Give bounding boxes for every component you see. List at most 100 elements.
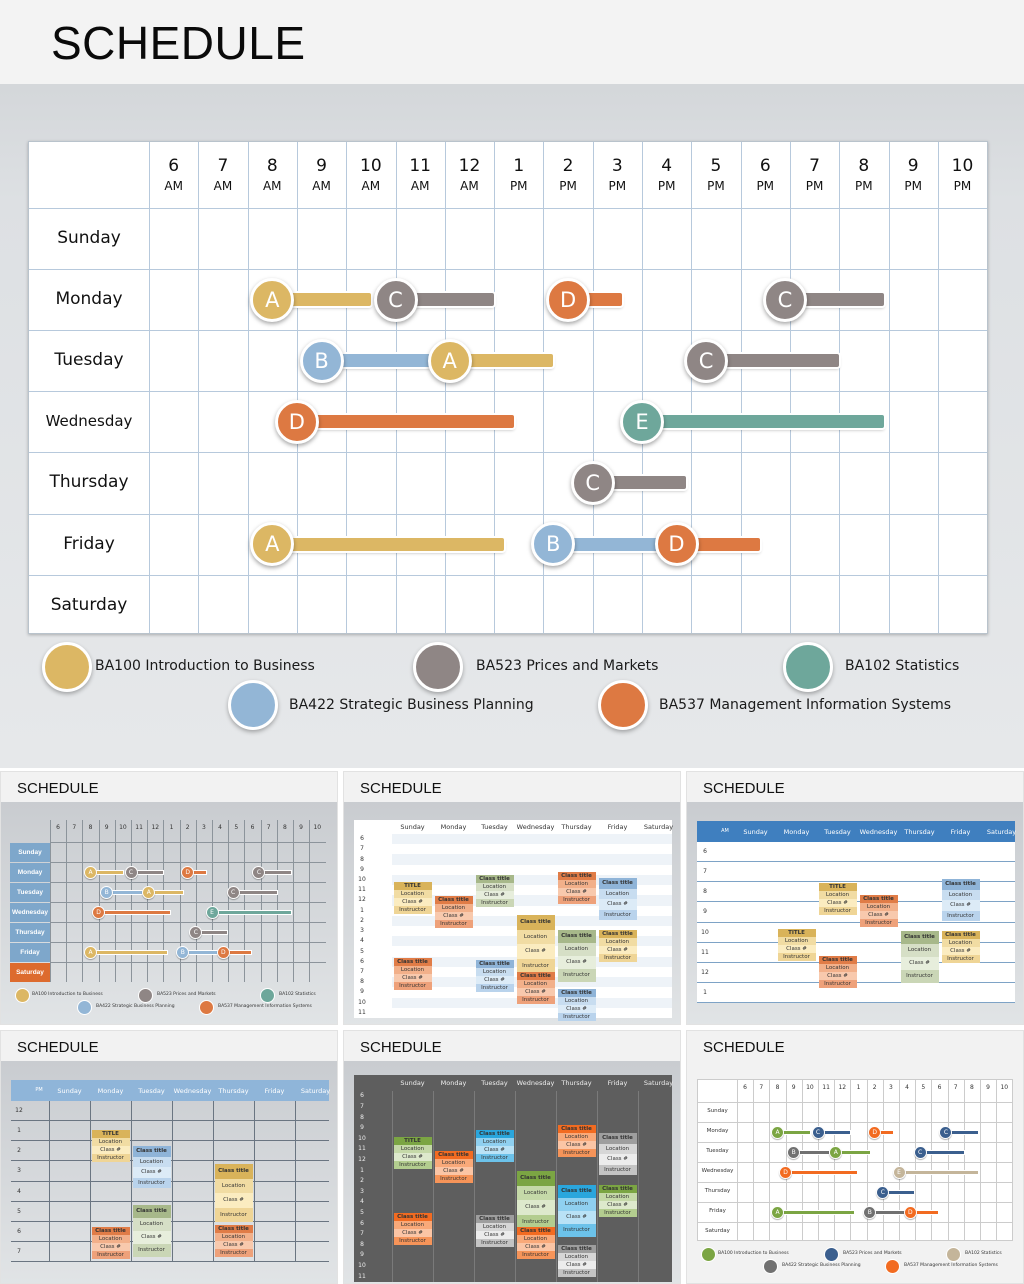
- event-marker-d[interactable]: D: [546, 277, 591, 322]
- event-bar[interactable]: [642, 415, 884, 429]
- event-bar[interactable]: [449, 354, 554, 368]
- grid-line: [149, 142, 150, 633]
- event-bar[interactable]: [272, 293, 371, 307]
- event-bar[interactable]: [321, 354, 430, 368]
- class-card[interactable]: Class title Location Class # Instructor: [598, 1185, 637, 1217]
- thumbnail-weekly-dark[interactable]: SCHEDULE Sunday Monday Tuesday Wednesday Thu…: [343, 1030, 681, 1284]
- class-card[interactable]: Class title Location Class # Instructor: [557, 1185, 596, 1237]
- event-marker-a[interactable]: A: [427, 338, 472, 383]
- class-card[interactable]: TITLE Location Class # Instructor: [393, 1137, 432, 1169]
- hour-number: 5: [710, 156, 722, 176]
- event-bar[interactable]: [553, 537, 662, 551]
- class-card[interactable]: Class title Location Class # Instructor: [859, 895, 898, 927]
- event-marker-d: D: [779, 1165, 793, 1179]
- class-card[interactable]: Class title Location Class # Instructor: [941, 931, 980, 963]
- event-bar[interactable]: [706, 354, 840, 368]
- thumbnail-body: 6 7 8 9 10 11 12 1 2 3 4 5 6 7 8 9 10 Sunday Monday Tuesday…: [687, 1061, 1023, 1283]
- card-title: Class title: [941, 879, 980, 890]
- grid-line: [29, 391, 987, 393]
- event-marker-a: A: [771, 1125, 784, 1139]
- grid-line: [834, 1080, 836, 1240]
- event-marker-c[interactable]: C: [684, 338, 729, 383]
- event-bar[interactable]: [784, 293, 884, 307]
- thumbnail-timeline-alt[interactable]: SCHEDULE 6 7 8 9 10 11 12 1 2 3 4 5 6 7 8 9 10 Sunday Mond…: [686, 1030, 1024, 1284]
- class-card[interactable]: TITLE Location Class # Instructor: [818, 883, 857, 915]
- day-header-wednesday: Wednesday: [859, 827, 898, 836]
- hour-number: 12: [458, 156, 481, 176]
- thumbnail-weekly-cards-light[interactable]: SCHEDULE Sunday Monday Tuesday Wednesday Thu…: [343, 771, 681, 1025]
- event-marker-c: C: [226, 885, 240, 899]
- grid-line: [293, 820, 294, 982]
- day-label-monday: Monday: [10, 863, 50, 882]
- event-marker-a[interactable]: A: [250, 522, 295, 567]
- grid-line: [818, 1080, 819, 1240]
- event-marker-c[interactable]: C: [570, 460, 615, 505]
- grid-line: [346, 142, 348, 633]
- hour-label: 3: [17, 1167, 21, 1175]
- event-bar[interactable]: [395, 293, 495, 307]
- class-card[interactable]: Class title Location Class # Instructor: [214, 1164, 253, 1222]
- class-card[interactable]: Class title Location Class # Instructor: [941, 879, 980, 921]
- class-card[interactable]: Class title Location Class # Instructor: [516, 915, 555, 973]
- event-marker-b[interactable]: B: [531, 522, 576, 567]
- hour-number: 10: [360, 156, 382, 176]
- thumbnail-timeline-blue[interactable]: SCHEDULE 6 7 8 9 10 11 12 1 2 3 4 5 6 7 8 9 10 A C D C B A C D E C…: [0, 771, 338, 1025]
- class-card[interactable]: Class title Location Class # Instructor: [393, 1213, 432, 1245]
- hour-header: 5 PM: [691, 142, 740, 208]
- event-marker-d[interactable]: D: [654, 522, 699, 567]
- grid-line: [698, 1162, 1012, 1163]
- event-bar[interactable]: [296, 415, 514, 429]
- class-card[interactable]: Class title Location Class # Instructor: [393, 958, 432, 990]
- thumbnail-weekly-am[interactable]: SCHEDULE AM Sunday Monday Tuesday Wednesday T…: [686, 771, 1024, 1025]
- class-card[interactable]: Class title Location Class # Instructor: [214, 1225, 253, 1257]
- event-marker-c[interactable]: C: [373, 277, 418, 322]
- class-card[interactable]: Class title Location Class # Instructor: [516, 1227, 555, 1259]
- class-card[interactable]: Class title Location Class # Instructor: [132, 1146, 171, 1188]
- day-header-sunday: Sunday: [400, 823, 425, 831]
- grid-line: [11, 1120, 329, 1122]
- day-header-friday: Friday: [950, 827, 971, 836]
- class-card[interactable]: Class title Location Class # Instructor: [818, 956, 857, 988]
- class-card[interactable]: TITLE Location Class # Instructor: [777, 929, 816, 961]
- grid-line: [543, 142, 545, 633]
- class-card[interactable]: Class title Location Class # Instructor: [132, 1205, 171, 1257]
- class-card[interactable]: Class title Location Class # Instructor: [557, 872, 596, 904]
- day-header-thursday: Thursday: [218, 1086, 249, 1095]
- card-title: Class title: [393, 1213, 432, 1221]
- class-card[interactable]: Class title Location Class # Instructor: [557, 989, 596, 1021]
- event-marker-c[interactable]: C: [762, 277, 807, 322]
- class-card[interactable]: TITLE Location Class # Instructor: [393, 882, 432, 914]
- class-card[interactable]: Class title Location Class # Instructor: [516, 972, 555, 1004]
- class-card[interactable]: Class title Location Class # Instructor: [475, 960, 514, 992]
- event-marker-b[interactable]: B: [299, 338, 344, 383]
- card-field: Location: [598, 1193, 637, 1201]
- class-card[interactable]: Class title Location Class # Instructor: [434, 1151, 473, 1183]
- event-marker-a[interactable]: A: [250, 277, 295, 322]
- class-card[interactable]: Class title Location Class # Instructor: [434, 896, 473, 928]
- event-marker-d[interactable]: D: [274, 399, 319, 444]
- class-card[interactable]: Class title Location Class # Instructor: [598, 878, 637, 920]
- class-card[interactable]: Class title Location Class # Instructor: [557, 930, 596, 982]
- thumbnail-weekly-pm[interactable]: SCHEDULE PM Sunday Monday Tuesday Wednesday T…: [0, 1030, 338, 1284]
- day-header-tuesday: Tuesday: [481, 823, 508, 831]
- class-card[interactable]: Class title Location Class # Instructor: [900, 931, 939, 983]
- event-bar[interactable]: [272, 537, 504, 551]
- class-card[interactable]: TITLE Location Class # Instructor: [91, 1130, 130, 1162]
- class-card[interactable]: Class title Location Class # Instructor: [598, 930, 637, 962]
- class-card[interactable]: Class title Location Class # Instructor: [557, 1125, 596, 1157]
- event-marker-e[interactable]: E: [620, 399, 664, 444]
- class-card[interactable]: Class title Location Class # Instructor: [475, 1215, 514, 1247]
- class-card[interactable]: Class title Location Class # Instructor: [557, 1245, 596, 1277]
- event-marker-c: C: [876, 1185, 890, 1199]
- class-card[interactable]: Class title Location Class # Instructor: [475, 1130, 514, 1162]
- day-label-tuesday: Tuesday: [706, 1148, 729, 1154]
- class-card[interactable]: Class title Location Class # Instructor: [516, 1171, 555, 1229]
- hour-header: 10 AM: [346, 142, 395, 208]
- class-card[interactable]: Class title Location Class # Instructor: [475, 875, 514, 907]
- hour-label: 11: [358, 1008, 366, 1016]
- class-card[interactable]: Class title Location Class # Instructor: [91, 1227, 130, 1259]
- grid-line: [114, 820, 116, 982]
- page-title: SCHEDULE: [51, 17, 306, 69]
- event-bar[interactable]: [592, 476, 687, 490]
- class-card[interactable]: Class title Location Class # Instructor: [598, 1133, 637, 1175]
